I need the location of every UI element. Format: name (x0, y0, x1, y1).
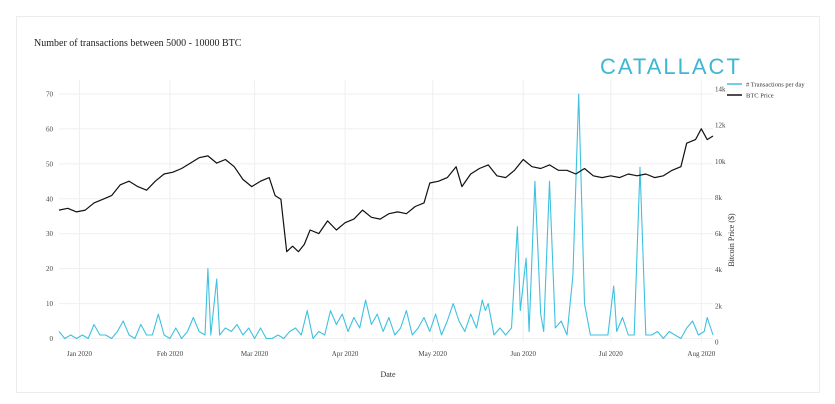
chart-title: Number of transactions between 5000 - 10… (34, 38, 242, 49)
catallact-logo: CATALLACT (600, 54, 742, 79)
